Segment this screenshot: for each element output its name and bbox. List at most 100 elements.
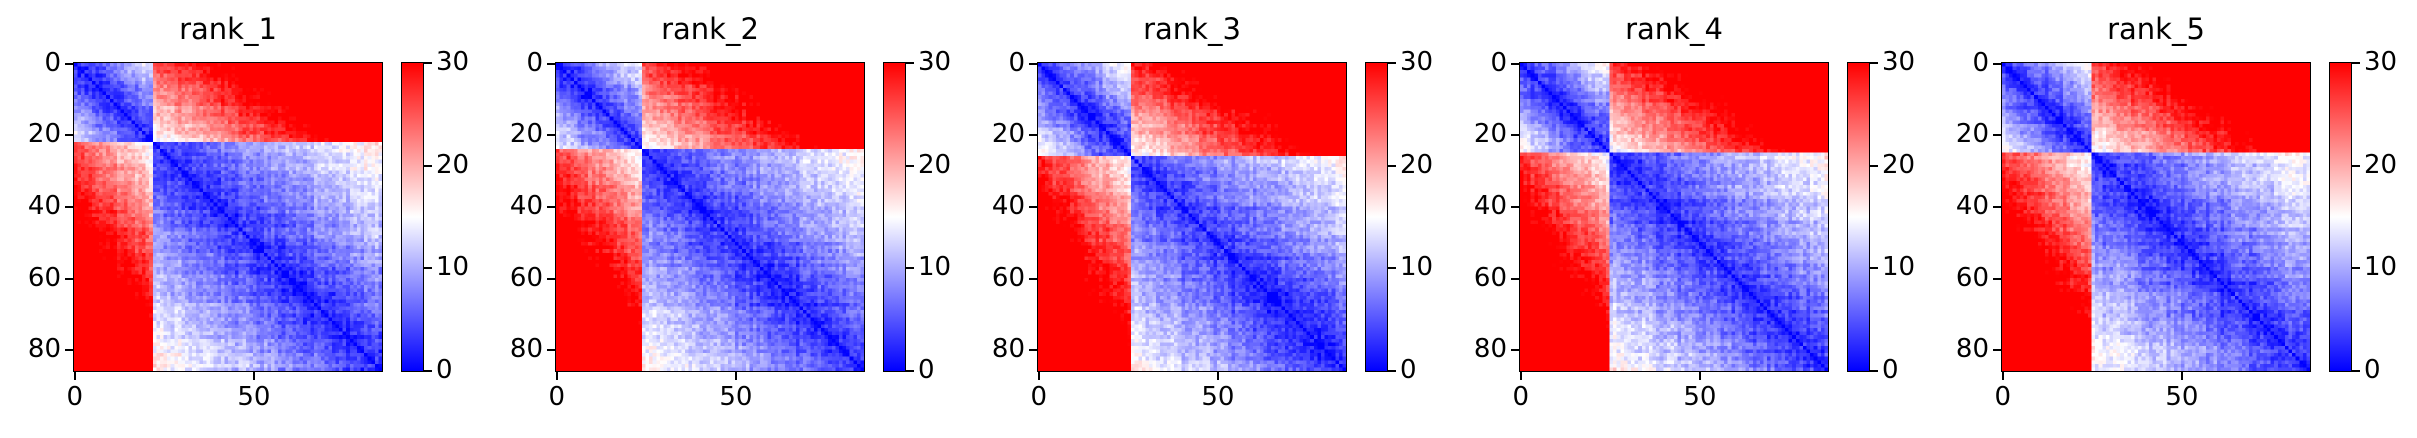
y-tick-label: 80: [27, 334, 61, 365]
colorbar-tick-label: 20: [1400, 149, 1434, 180]
y-tick-mark: [1029, 206, 1037, 209]
x-tick-label: 50: [1683, 382, 1717, 412]
y-tick-mark: [65, 206, 73, 209]
y-tick-label: 60: [991, 262, 1025, 293]
colorbar-tick-label: 0: [918, 355, 935, 385]
y-tick-label: 0: [44, 47, 61, 78]
y-tick-mark: [1993, 277, 2001, 280]
y-tick-label: 60: [27, 262, 61, 293]
y-tick-label: 20: [991, 119, 1025, 150]
y-tick-label: 20: [27, 119, 61, 150]
y-tick-label: 40: [27, 191, 61, 222]
colorbar-tick-label: 0: [2364, 355, 2381, 385]
panel-title: rank_1: [179, 12, 277, 46]
heatmap-panel-1: rank_1 0 20 40 60 80 0 50 0 10 20 30: [28, 0, 553, 438]
heatmap-image: [555, 62, 865, 372]
heatmap-image: [1037, 62, 1347, 372]
y-tick-label: 40: [509, 191, 543, 222]
colorbar: [1365, 62, 1388, 372]
heatmap-image: [2001, 62, 2311, 372]
y-tick-mark: [547, 134, 555, 137]
y-tick-label: 80: [1473, 334, 1507, 365]
heatmap-image: [1519, 62, 1829, 372]
x-tick-label: 0: [66, 382, 84, 412]
heatmap-panel-4: rank_4 0 20 40 60 80 0 50 0 10 20 30: [1474, 0, 1999, 438]
colorbar-tick-label: 0: [436, 355, 453, 385]
colorbar: [1847, 62, 1870, 372]
y-tick-label: 40: [991, 191, 1025, 222]
colorbar-tick-label: 0: [1882, 355, 1899, 385]
x-tick-mark: [2001, 372, 2004, 380]
heatmap-panel-2: rank_2 0 20 40 60 80 0 50 0 10 20 30: [510, 0, 1035, 438]
y-tick-label: 20: [1473, 119, 1507, 150]
y-tick-label: 80: [509, 334, 543, 365]
y-tick-mark: [65, 349, 73, 352]
colorbar-tick-mark: [424, 267, 432, 270]
colorbar: [401, 62, 424, 372]
colorbar-tick-mark: [2352, 267, 2360, 270]
y-tick-mark: [1029, 134, 1037, 137]
x-tick-label: 0: [548, 382, 566, 412]
colorbar-tick-mark: [1870, 164, 1878, 167]
colorbar-tick-mark: [906, 62, 914, 64]
colorbar-tick-mark: [424, 62, 432, 64]
y-tick-mark: [547, 277, 555, 280]
colorbar-tick-mark: [1388, 164, 1396, 167]
x-tick-label: 50: [719, 382, 753, 412]
x-tick-mark: [73, 372, 76, 380]
panel-title: rank_5: [2107, 12, 2205, 46]
x-tick-label: 0: [1030, 382, 1048, 412]
y-tick-label: 60: [1473, 262, 1507, 293]
colorbar-tick-mark: [424, 370, 432, 372]
x-tick-mark: [1698, 372, 1701, 380]
y-tick-label: 60: [509, 262, 543, 293]
heatmap-panel-3: rank_3 0 20 40 60 80 0 50 0 10 20 30: [992, 0, 1517, 438]
y-tick-mark: [1511, 134, 1519, 137]
colorbar-tick-mark: [1388, 62, 1396, 64]
y-tick-label: 0: [1008, 47, 1025, 78]
colorbar-tick-mark: [2352, 62, 2360, 64]
x-tick-label: 50: [2165, 382, 2199, 412]
colorbar-tick-label: 20: [918, 149, 952, 180]
x-tick-label: 50: [1201, 382, 1235, 412]
y-tick-label: 60: [1955, 262, 1989, 293]
heatmap-panel-5: rank_5 0 20 40 60 80 0 50 0 10 20 30: [1956, 0, 2417, 438]
colorbar-tick-mark: [1870, 62, 1878, 64]
colorbar-tick-mark: [906, 370, 914, 372]
colorbar-tick-mark: [1388, 370, 1396, 372]
colorbar: [2329, 62, 2352, 372]
y-tick-mark: [547, 206, 555, 209]
heatmap-image: [73, 62, 383, 372]
colorbar-tick-label: 10: [2364, 252, 2398, 283]
colorbar-tick-label: 30: [1400, 47, 1434, 77]
y-tick-mark: [547, 349, 555, 352]
y-tick-mark: [1993, 62, 2001, 65]
x-tick-mark: [1216, 372, 1219, 380]
colorbar-tick-label: 20: [436, 149, 470, 180]
y-tick-label: 20: [1955, 119, 1989, 150]
y-tick-mark: [1029, 62, 1037, 65]
colorbar-tick-mark: [1870, 267, 1878, 270]
colorbar-tick-label: 20: [2364, 149, 2398, 180]
y-tick-mark: [1511, 349, 1519, 352]
colorbar: [883, 62, 906, 372]
y-tick-mark: [1029, 277, 1037, 280]
colorbar-tick-mark: [2352, 164, 2360, 167]
y-tick-mark: [65, 277, 73, 280]
x-tick-label: 0: [1994, 382, 2012, 412]
y-tick-mark: [1511, 206, 1519, 209]
colorbar-tick-label: 30: [436, 47, 470, 77]
y-tick-mark: [65, 134, 73, 137]
colorbar-tick-mark: [1870, 370, 1878, 372]
y-tick-mark: [1511, 62, 1519, 65]
y-tick-mark: [1029, 349, 1037, 352]
colorbar-tick-label: 10: [1882, 252, 1916, 283]
y-tick-mark: [1993, 134, 2001, 137]
x-tick-mark: [1037, 372, 1040, 380]
x-tick-label: 0: [1512, 382, 1530, 412]
colorbar-tick-mark: [906, 164, 914, 167]
y-tick-label: 40: [1473, 191, 1507, 222]
y-tick-label: 0: [1972, 47, 1989, 78]
colorbar-tick-mark: [2352, 370, 2360, 372]
colorbar-tick-label: 0: [1400, 355, 1417, 385]
